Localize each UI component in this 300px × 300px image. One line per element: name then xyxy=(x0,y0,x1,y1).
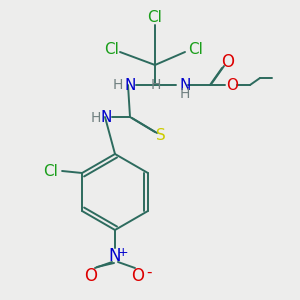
Text: O: O xyxy=(221,53,235,71)
Text: S: S xyxy=(156,128,166,143)
Text: H: H xyxy=(91,111,101,125)
Text: H: H xyxy=(180,87,190,101)
Text: N: N xyxy=(100,110,112,124)
Text: H: H xyxy=(113,78,123,92)
Text: Cl: Cl xyxy=(148,10,162,25)
Text: Cl: Cl xyxy=(43,164,58,178)
Text: N: N xyxy=(124,77,136,92)
Text: N: N xyxy=(179,77,191,92)
Text: Cl: Cl xyxy=(105,43,119,58)
Text: Cl: Cl xyxy=(189,43,203,58)
Text: O: O xyxy=(131,267,145,285)
Text: H: H xyxy=(151,78,161,92)
Text: N: N xyxy=(109,247,121,265)
Text: -: - xyxy=(146,265,152,280)
Text: O: O xyxy=(226,77,238,92)
Text: O: O xyxy=(85,267,98,285)
Text: +: + xyxy=(118,245,128,259)
